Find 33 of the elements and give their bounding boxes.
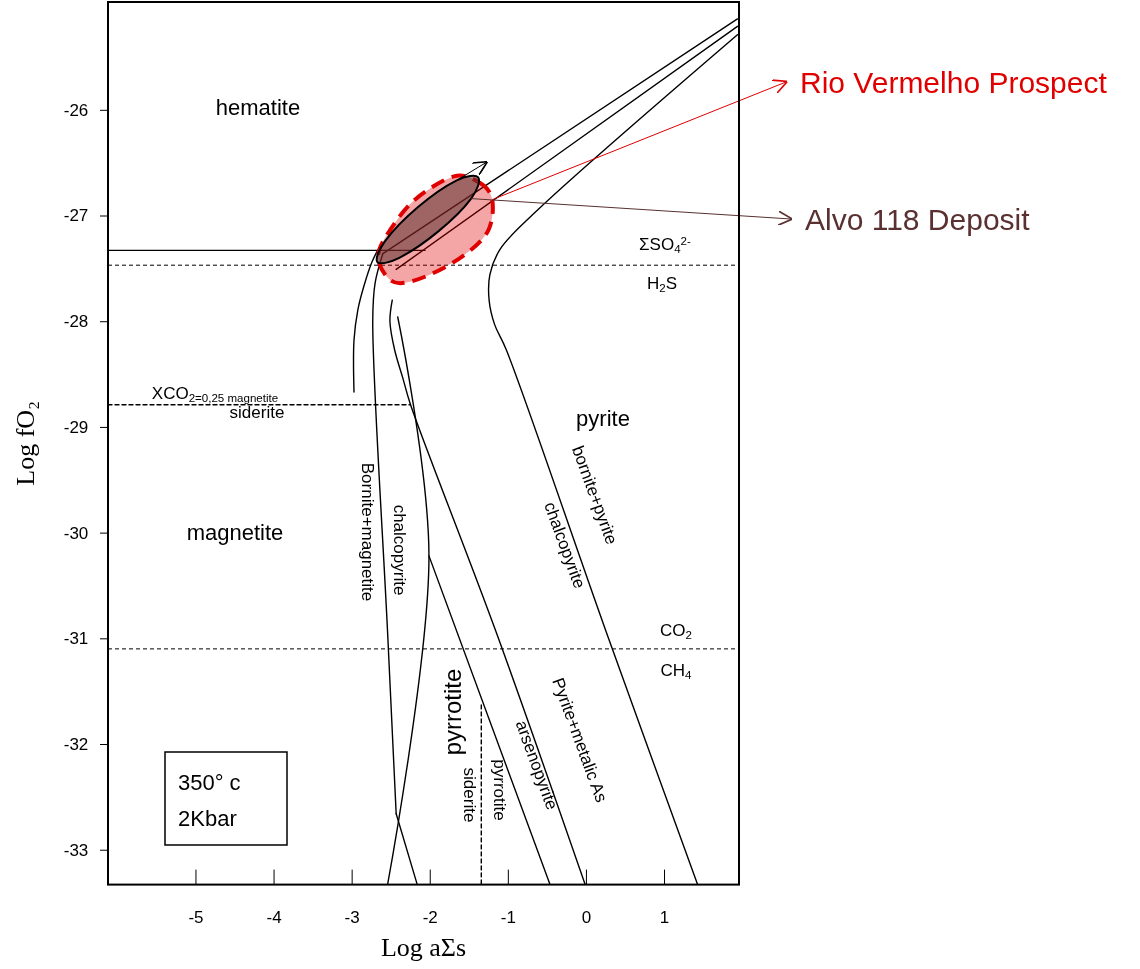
annotation: CH$_{4}$ (660, 660, 693, 681)
annotation: magnetite (186, 519, 284, 545)
annotation: H$_{2}$S (646, 273, 678, 294)
y-tick-label: -27 (63, 206, 89, 226)
annotation: hematite (215, 94, 301, 120)
y-tick-label: -26 (63, 100, 89, 120)
y-tick-label: -33 (63, 840, 89, 860)
annotation: CO$_{2}$ (660, 620, 692, 641)
x-axis-title: Log aΣs (380, 933, 467, 962)
y-tick-label: -29 (63, 417, 89, 437)
annotation: 350° c (178, 769, 241, 795)
y-tick-label: -28 (63, 312, 89, 332)
annotation: pyrrotite (490, 759, 510, 821)
y-tick-label: -30 (63, 523, 89, 543)
y-tick-label: -31 (63, 629, 89, 649)
annotation: pyrite (576, 405, 630, 431)
x-tick-label: -4 (266, 907, 282, 927)
annotation: Bornite+magnetite (358, 462, 378, 602)
text: Alvo 118 Deposit (805, 202, 1031, 236)
y-axis-title: Log fO₂ (11, 400, 40, 486)
annotation: siderite (460, 767, 480, 823)
annotation: XCO$_{2=0,25 magnetite}$ (151, 383, 279, 404)
x-tick-label: -3 (344, 907, 360, 927)
text: Rio Vermelho Prospect (800, 65, 1108, 99)
annotation: 2Kbar (178, 805, 237, 831)
x-tick-label: -2 (422, 907, 438, 927)
y-tick-label: -32 (63, 734, 89, 754)
x-tick-label: -1 (500, 907, 516, 927)
x-tick-label: -5 (188, 907, 204, 927)
x-tick-label: 0 (581, 907, 592, 927)
annotation: pyrrotite (439, 668, 467, 756)
x-tick-label: 1 (659, 907, 670, 927)
annotation: chalcopyrite (390, 504, 410, 596)
